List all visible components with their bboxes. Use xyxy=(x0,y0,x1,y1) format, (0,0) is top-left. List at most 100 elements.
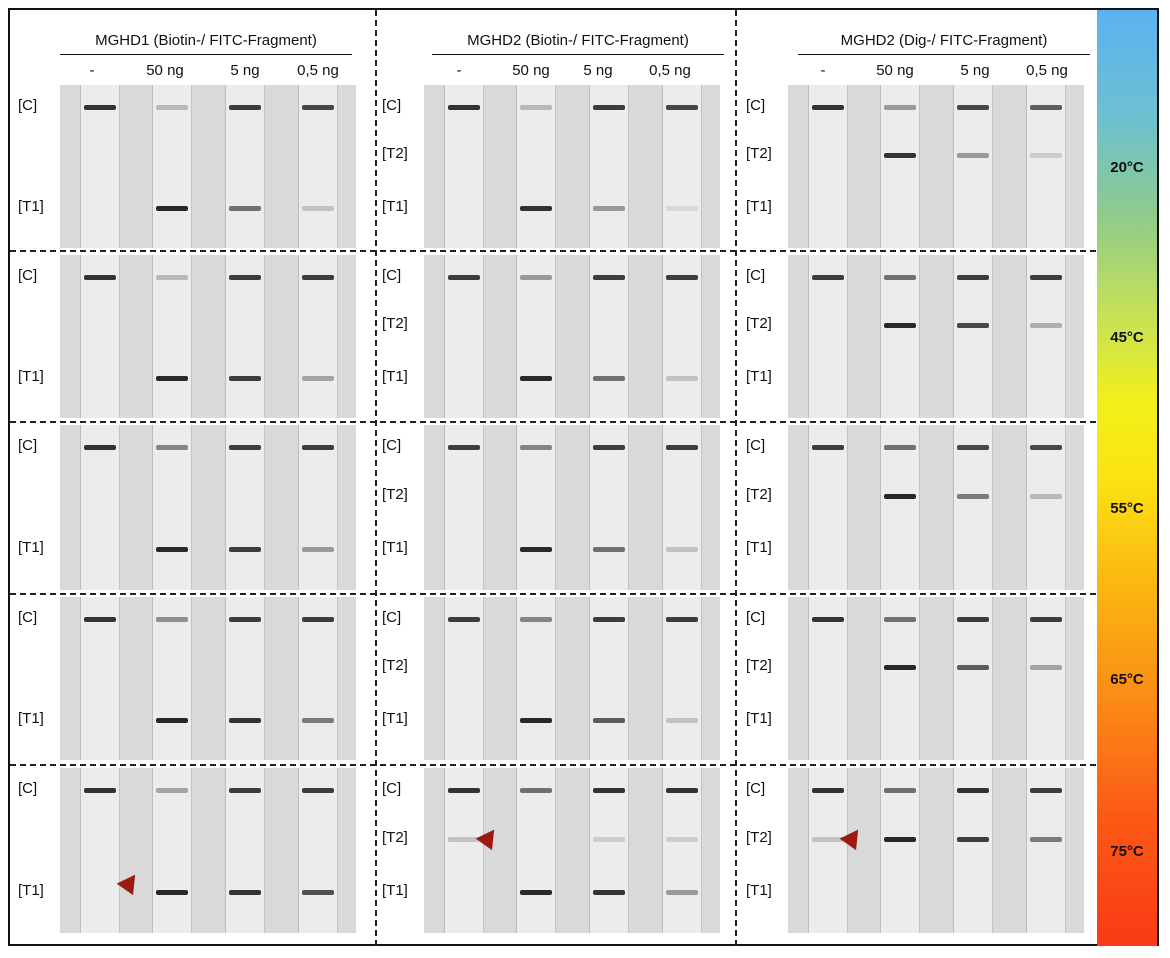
lateral-flow-strip xyxy=(225,85,265,248)
row-separator xyxy=(10,764,1096,766)
test-strip-photo xyxy=(788,768,1084,933)
band-t1 xyxy=(302,718,334,723)
temperature-label: 45°C xyxy=(1110,329,1144,346)
lane-label: [T2] xyxy=(382,145,408,162)
band-c xyxy=(957,445,989,450)
concentration-label: 0,5 ng xyxy=(649,62,691,79)
lateral-flow-strip xyxy=(808,255,848,418)
concentration-label: 50 ng xyxy=(512,62,550,79)
lane-label: [T1] xyxy=(746,198,772,215)
lane-label: [T1] xyxy=(18,882,44,899)
band-t1 xyxy=(666,206,698,211)
band-t1 xyxy=(156,547,188,552)
lateral-flow-strip xyxy=(589,255,629,418)
band-c xyxy=(957,617,989,622)
lateral-flow-strip xyxy=(1026,255,1066,418)
test-strip-photo xyxy=(424,425,720,590)
lateral-flow-strip xyxy=(662,85,702,248)
lateral-flow-strip xyxy=(298,597,338,760)
lateral-flow-strip xyxy=(1026,768,1066,933)
lateral-flow-strip xyxy=(152,85,192,248)
lateral-flow-strip xyxy=(444,597,484,760)
band-c xyxy=(520,275,552,280)
band-c xyxy=(884,275,916,280)
band-c xyxy=(448,788,480,793)
lane-label: [C] xyxy=(18,609,38,626)
lateral-flow-strip xyxy=(953,597,993,760)
lane-label: [T2] xyxy=(382,829,408,846)
lateral-flow-strip xyxy=(80,425,120,590)
band-c xyxy=(84,617,116,622)
lateral-flow-strip xyxy=(589,597,629,760)
concentration-label: - xyxy=(456,62,462,79)
lane-label: [T1] xyxy=(18,368,44,385)
band-c xyxy=(812,275,844,280)
band-c xyxy=(666,105,698,110)
concentration-label: 0,5 ng xyxy=(1026,62,1068,79)
lateral-flow-strip xyxy=(444,425,484,590)
band-c xyxy=(448,617,480,622)
row-separator xyxy=(10,250,1096,252)
band-c xyxy=(593,105,625,110)
test-strip-photo xyxy=(60,85,356,248)
test-strip-photo xyxy=(424,255,720,418)
band-c xyxy=(812,445,844,450)
lateral-flow-strip xyxy=(880,85,920,248)
band-c xyxy=(520,617,552,622)
band-c xyxy=(84,788,116,793)
concentration-label: 5 ng xyxy=(960,62,990,79)
band-t1 xyxy=(156,376,188,381)
band-c xyxy=(229,275,261,280)
band-t1 xyxy=(156,206,188,211)
band-c xyxy=(666,617,698,622)
band-t1 xyxy=(593,547,625,552)
test-strip-photo xyxy=(424,85,720,248)
band-c xyxy=(229,788,261,793)
band-c xyxy=(812,788,844,793)
band-c xyxy=(302,275,334,280)
band-c xyxy=(84,105,116,110)
lateral-flow-strip xyxy=(1026,85,1066,248)
band-t2 xyxy=(1030,837,1062,842)
lateral-flow-strip xyxy=(298,85,338,248)
band-c xyxy=(1030,445,1062,450)
band-c xyxy=(229,105,261,110)
band-t2 xyxy=(666,837,698,842)
lateral-flow-strip xyxy=(516,255,556,418)
band-c xyxy=(84,445,116,450)
panel-title-underline xyxy=(798,54,1090,55)
band-t1 xyxy=(666,376,698,381)
test-strip-photo xyxy=(60,768,356,933)
band-t1 xyxy=(302,206,334,211)
band-c xyxy=(156,788,188,793)
temperature-label: 65°C xyxy=(1110,671,1144,688)
lane-label: [C] xyxy=(18,267,38,284)
lane-label: [C] xyxy=(18,780,38,797)
lane-label: [T1] xyxy=(382,710,408,727)
panel-separator xyxy=(735,10,737,946)
band-c xyxy=(666,788,698,793)
lateral-flow-strip xyxy=(880,425,920,590)
lateral-flow-strip xyxy=(662,425,702,590)
lane-label: [T1] xyxy=(746,710,772,727)
panel-title: MGHD1 (Biotin-/ FITC-Fragment) xyxy=(95,32,317,49)
band-t1 xyxy=(520,890,552,895)
panel-title-underline xyxy=(432,54,724,55)
band-c xyxy=(1030,788,1062,793)
band-t1 xyxy=(666,718,698,723)
band-c xyxy=(156,105,188,110)
concentration-label: 0,5 ng xyxy=(297,62,339,79)
row-separator xyxy=(10,421,1096,423)
band-c xyxy=(666,445,698,450)
lane-label: [C] xyxy=(382,780,402,797)
concentration-label: - xyxy=(820,62,826,79)
band-t1 xyxy=(229,718,261,723)
test-strip-photo xyxy=(60,597,356,760)
band-t1 xyxy=(229,206,261,211)
panel-title-underline xyxy=(60,54,352,55)
band-t2 xyxy=(957,837,989,842)
band-c xyxy=(884,445,916,450)
band-t1 xyxy=(229,376,261,381)
lateral-flow-strip xyxy=(80,768,120,933)
band-c xyxy=(1030,105,1062,110)
